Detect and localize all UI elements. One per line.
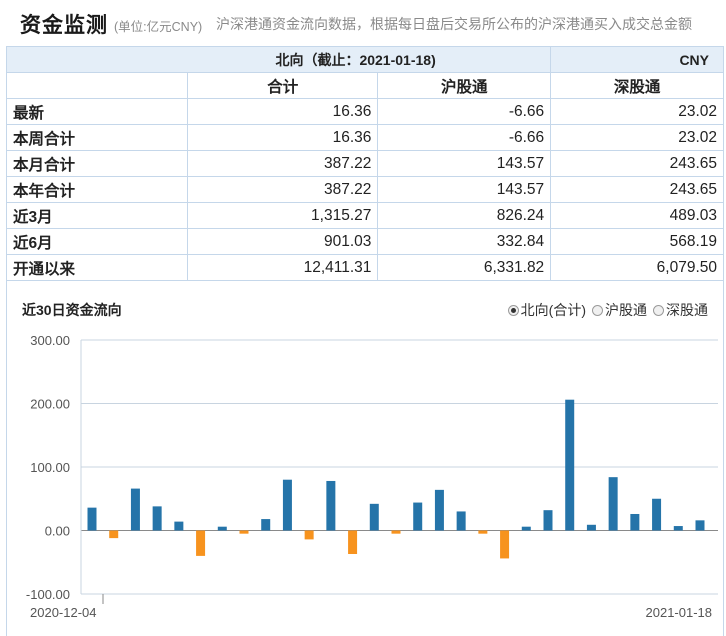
chart-grid (80, 339, 718, 604)
radio-sz-connect[interactable]: 深股通 (653, 300, 708, 320)
flow-bar[interactable] (521, 526, 531, 531)
sh-connect-value: 826.24 (377, 202, 552, 229)
chart-bars (87, 399, 705, 559)
sz-connect-value: 568.19 (550, 228, 724, 255)
page-header: 资金监测 (单位:亿元CNY) 沪深港通资金流向数据，根据每日盘后交易所公布的沪… (0, 0, 726, 44)
total-value: 387.22 (186, 176, 379, 203)
radio-label: 沪股通 (605, 302, 647, 318)
flow-bar[interactable] (608, 477, 618, 531)
flow-bar[interactable] (217, 526, 227, 531)
northbound-summary-table: 北向（截止：2021-01-18) CNY 合计 沪股通 深股通 最新 16.3… (5, 46, 724, 281)
flow-bar[interactable] (130, 488, 140, 531)
row-label: 最新 (6, 98, 188, 125)
row-label: 开通以来 (6, 254, 188, 281)
table-row: 本年合计 387.22 143.57 243.65 (6, 176, 724, 203)
flow-bar[interactable] (543, 510, 553, 531)
sh-connect-value: -6.66 (377, 98, 552, 125)
column-header: 深股通 (550, 72, 724, 99)
y-tick-label: 100.00 (30, 460, 70, 475)
total-value: 387.22 (186, 150, 379, 177)
header-empty-cell (6, 72, 188, 99)
table-row: 本月合计 387.22 143.57 243.65 (6, 150, 724, 177)
flow-bar[interactable] (652, 498, 662, 531)
flow-bar[interactable] (109, 530, 119, 539)
currency-label: CNY (550, 46, 724, 73)
flow-bar[interactable] (261, 519, 271, 531)
table-row: 近6月 901.03 332.84 568.19 (6, 228, 724, 255)
sz-connect-value: 243.65 (550, 176, 724, 203)
chart-axis-labels: 300.00 200.00 100.00 0.00 -100.00 2020-12-04 2… (26, 333, 712, 620)
flow-bar[interactable] (478, 530, 488, 534)
total-value: 12,411.31 (186, 254, 379, 281)
table-row: 本周合计 16.36 -6.66 23.02 (6, 124, 724, 151)
unit-note: (单位:亿元CNY) (114, 20, 203, 34)
flow-bar[interactable] (586, 524, 596, 531)
sh-connect-value: 143.57 (377, 150, 552, 177)
flow-bar[interactable] (174, 521, 184, 531)
sz-connect-value: 23.02 (550, 124, 724, 151)
row-label: 本年合计 (6, 176, 188, 203)
flow-bar[interactable] (456, 511, 466, 531)
flow-bar[interactable] (239, 530, 249, 534)
flow-bar[interactable] (413, 502, 423, 531)
flow-bar[interactable] (326, 480, 336, 531)
x-start-label: 2020-12-04 (30, 605, 97, 620)
x-end-label: 2021-01-18 (646, 605, 713, 620)
flow-bar[interactable] (304, 530, 314, 540)
net-flow-bar-chart: 300.00 200.00 100.00 0.00 -100.00 2020-12-04 2… (26, 333, 718, 620)
total-value: 16.36 (186, 98, 379, 125)
radio-indicator-icon (592, 304, 603, 316)
flow-bar[interactable] (695, 520, 705, 531)
flow-bar[interactable] (348, 530, 358, 554)
table-header-row: 合计 沪股通 深股通 (6, 72, 724, 99)
sh-connect-value: 6,331.82 (377, 254, 552, 281)
flow-bar[interactable] (196, 530, 206, 556)
sz-connect-value: 6,079.50 (550, 254, 724, 281)
chart-title: 近30日资金流向 (22, 302, 122, 318)
flow-bar[interactable] (152, 506, 162, 531)
sz-connect-value: 243.65 (550, 150, 724, 177)
page-description: 沪深港通资金流向数据，根据每日盘后交易所公布的沪深港通买入成交总金额 (216, 16, 692, 32)
table-row: 开通以来 12,411.31 6,331.82 6,079.50 (6, 254, 724, 281)
radio-label: 北向(合计) (520, 302, 586, 318)
flow-bar[interactable] (391, 530, 401, 534)
y-tick-label: 0.00 (45, 524, 70, 539)
flow-bar[interactable] (500, 530, 510, 559)
flow-bar[interactable] (565, 399, 575, 531)
sh-connect-value: -6.66 (377, 124, 552, 151)
y-tick-label: 200.00 (30, 397, 70, 412)
y-tick-label: 300.00 (30, 333, 70, 348)
radio-indicator-icon (507, 304, 519, 316)
row-label: 本周合计 (6, 124, 188, 151)
radio-label: 深股通 (666, 302, 708, 318)
sh-connect-value: 332.84 (377, 228, 552, 255)
table-row: 近3月 1,315.27 826.24 489.03 (6, 202, 724, 229)
flow-bar[interactable] (673, 526, 683, 531)
radio-northbound-total[interactable]: 北向(合计) (507, 300, 586, 320)
page-title: 资金监测 (20, 14, 108, 37)
row-label: 本月合计 (6, 150, 188, 177)
column-header: 合计 (186, 72, 379, 99)
row-label: 近6月 (6, 228, 188, 255)
y-tick-label: -100.00 (26, 587, 70, 602)
flow-bar[interactable] (434, 489, 444, 531)
flow-bar[interactable] (282, 479, 292, 531)
flow-bar[interactable] (630, 513, 640, 531)
sz-connect-value: 23.02 (550, 98, 724, 125)
flow-bar[interactable] (369, 503, 379, 531)
sh-connect-value: 143.57 (377, 176, 552, 203)
total-value: 1,315.27 (186, 202, 379, 229)
table-caption: 北向（截止：2021-01-18) (5, 46, 552, 73)
radio-indicator-icon (653, 304, 664, 316)
radio-sh-connect[interactable]: 沪股通 (592, 300, 647, 320)
series-selector: 北向(合计) 沪股通 深股通 (507, 300, 708, 320)
table-caption-row: 北向（截止：2021-01-18) CNY (5, 46, 724, 73)
column-header: 沪股通 (377, 72, 552, 99)
row-label: 近3月 (6, 202, 188, 229)
sz-connect-value: 489.03 (550, 202, 724, 229)
total-value: 16.36 (186, 124, 379, 151)
total-value: 901.03 (186, 228, 379, 255)
table-row: 最新 16.36 -6.66 23.02 (6, 98, 724, 125)
flow-bar[interactable] (87, 507, 97, 531)
